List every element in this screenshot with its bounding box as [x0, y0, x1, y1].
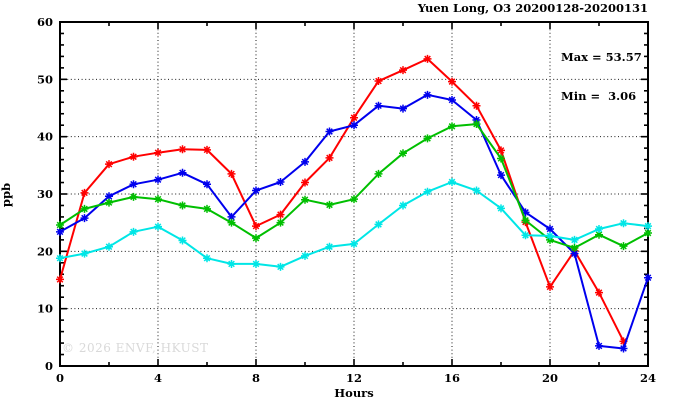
- y-axis-label: ppb: [0, 182, 13, 208]
- series-red-markers: [56, 54, 628, 346]
- chart-title: Yuen Long, O3 20200128-20200131: [417, 1, 648, 15]
- series-green-markers: [56, 120, 652, 252]
- watermark: © 2026 ENVF, HKUST: [62, 341, 209, 355]
- x-axis-label: Hours: [334, 386, 374, 400]
- y-tick-label: 60: [37, 15, 53, 29]
- x-tick-label: 24: [640, 371, 656, 385]
- y-tick-label: 0: [45, 359, 53, 373]
- y-tick-label: 10: [37, 302, 53, 316]
- max-value-label: Max = 53.57: [561, 50, 642, 64]
- min-value-label: Min = 3.06: [561, 89, 637, 103]
- y-tick-label: 20: [37, 244, 53, 258]
- x-tick-label: 16: [444, 371, 460, 385]
- series-blue-markers: [56, 90, 652, 353]
- y-tick-label: 50: [37, 72, 53, 86]
- series-red-line: [59, 57, 625, 342]
- x-tick-label: 20: [542, 371, 558, 385]
- series-cyan-markers: [56, 177, 652, 271]
- x-tick-label: 8: [252, 371, 260, 385]
- x-tick-label: 4: [154, 371, 162, 385]
- x-tick-label: 0: [56, 371, 64, 385]
- stats-box: Max = 53.57 Min = 3.06: [561, 25, 642, 129]
- y-tick-label: 40: [37, 130, 53, 144]
- x-tick-label: 12: [346, 371, 362, 385]
- y-tick-label: 30: [37, 187, 53, 201]
